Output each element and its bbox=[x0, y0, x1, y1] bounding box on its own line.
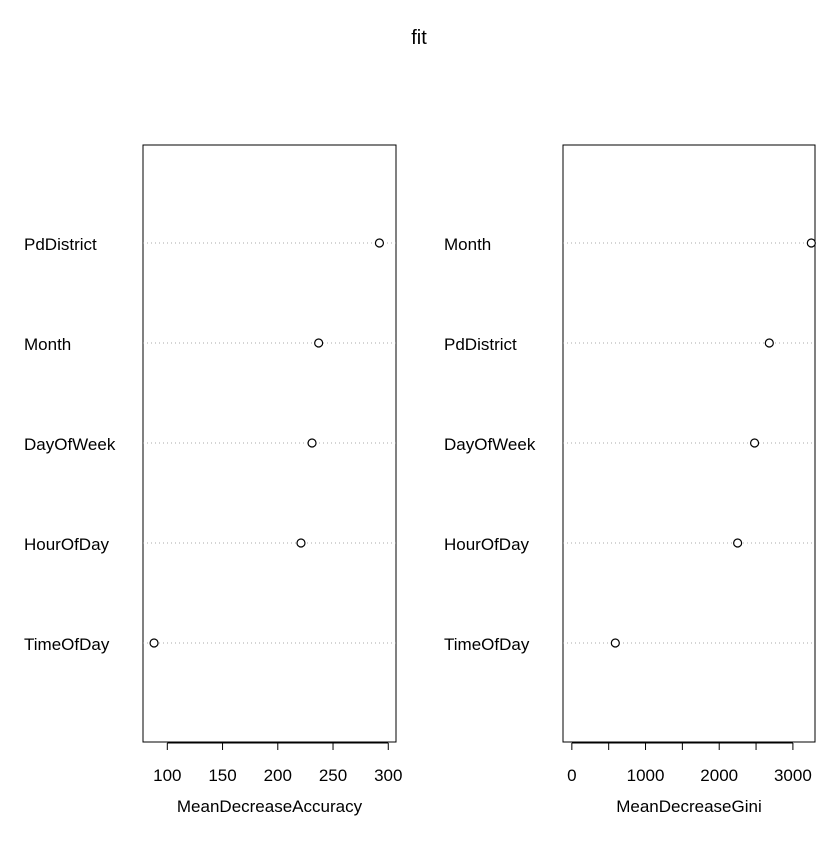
category-label: HourOfDay bbox=[24, 535, 110, 554]
category-label: TimeOfDay bbox=[24, 635, 110, 654]
x-tick-label: 2000 bbox=[700, 766, 738, 785]
plot-frame bbox=[142, 144, 397, 743]
category-label: TimeOfDay bbox=[444, 635, 530, 654]
x-axis-title: MeanDecreaseAccuracy bbox=[177, 797, 363, 816]
x-axis-title: MeanDecreaseGini bbox=[616, 797, 762, 816]
category-label: Month bbox=[444, 235, 491, 254]
data-point bbox=[610, 638, 620, 648]
chart-title: fit bbox=[411, 27, 427, 49]
x-tick-label: 250 bbox=[319, 766, 347, 785]
data-point bbox=[149, 638, 159, 648]
x-tick-label: 150 bbox=[208, 766, 236, 785]
x-tick-label: 1000 bbox=[627, 766, 665, 785]
plot-frame bbox=[562, 144, 816, 743]
category-label: DayOfWeek bbox=[444, 435, 536, 454]
category-label: PdDistrict bbox=[444, 335, 517, 354]
data-point bbox=[307, 438, 317, 448]
x-tick-label: 3000 bbox=[774, 766, 812, 785]
data-point bbox=[314, 338, 324, 348]
data-point bbox=[374, 238, 385, 248]
category-label: HourOfDay bbox=[444, 535, 530, 554]
data-point bbox=[296, 538, 306, 548]
category-label: PdDistrict bbox=[24, 235, 97, 254]
x-tick-label: 100 bbox=[153, 766, 181, 785]
data-point bbox=[764, 338, 774, 348]
data-point bbox=[749, 438, 760, 448]
x-tick-label: 300 bbox=[374, 766, 402, 785]
category-label: Month bbox=[24, 335, 71, 354]
x-tick-label: 200 bbox=[264, 766, 292, 785]
x-tick-label: 0 bbox=[567, 766, 576, 785]
data-point bbox=[733, 538, 743, 548]
data-point bbox=[806, 238, 816, 248]
category-label: DayOfWeek bbox=[24, 435, 116, 454]
